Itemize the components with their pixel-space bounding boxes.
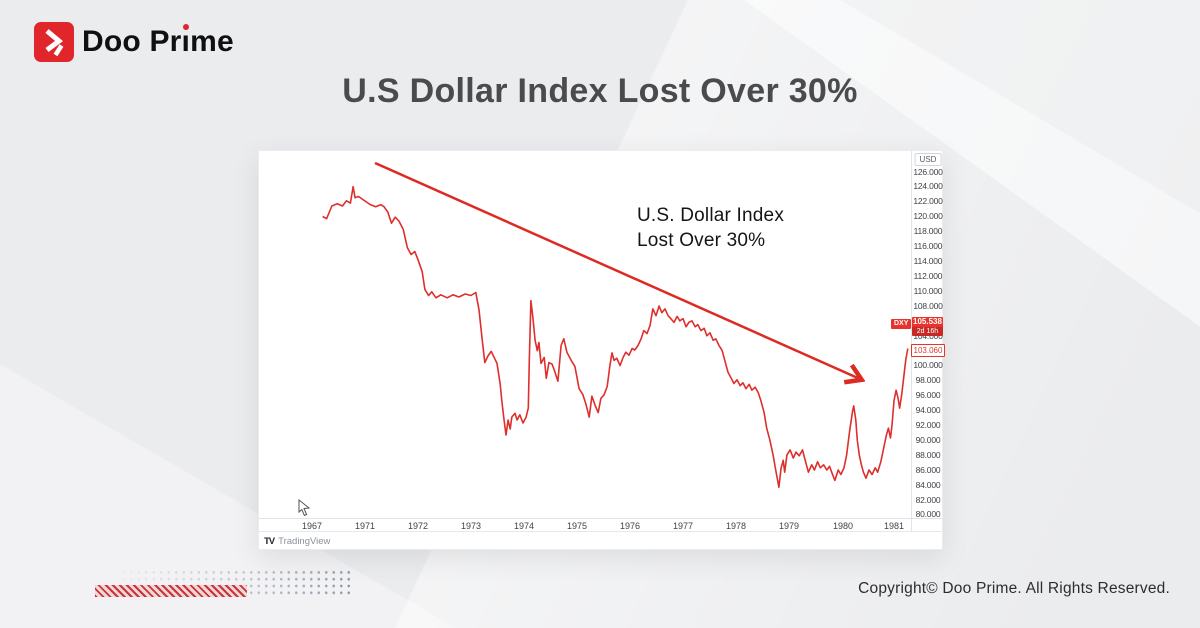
doo-prime-logo-text: Doo Prı me (82, 24, 234, 58)
price-tick: 86.000 (915, 464, 941, 475)
copyright-text: Copyright© Doo Prime. All Rights Reserve… (858, 580, 1170, 597)
time-tick: 1972 (407, 521, 429, 531)
chart-annotation: U.S. Dollar Index Lost Over 30% (637, 203, 784, 253)
annotation-line-2: Lost Over 30% (637, 230, 766, 251)
time-axis: 1967 1971 1972 1973 1974 1975 1976 1977 1978 1979… (259, 518, 944, 532)
price-tick: 90.000 (915, 434, 941, 445)
price-tick: 82.000 (915, 494, 941, 505)
trend-arrow (374, 161, 860, 379)
price-tick: 124.000 (913, 181, 943, 192)
tradingview-label: TradingView (278, 536, 331, 547)
logo-i-dot (182, 24, 189, 30)
tradingview-logo: TV TradingView (264, 536, 330, 547)
price-tick: 120.000 (913, 211, 943, 222)
time-tick: 1978 (725, 521, 746, 531)
secondary-price-label: 103.060 (911, 344, 945, 358)
time-tick: 1975 (567, 521, 588, 531)
symbol-badge: DXY (891, 318, 912, 329)
last-price-badge: 105.538 2d 16h (912, 317, 943, 337)
time-tick: 1981 (884, 521, 905, 531)
price-tick: 94.000 (915, 405, 941, 416)
price-tick: 118.000 (913, 226, 943, 237)
doo-prime-logo-icon (34, 22, 74, 62)
currency-label: USD (914, 153, 942, 166)
time-tick: 1977 (672, 521, 693, 531)
price-tick: 108.000 (913, 300, 943, 311)
price-tick: 96.000 (915, 390, 941, 401)
price-tick: 110.000 (913, 285, 943, 296)
time-tick: 1976 (620, 521, 641, 531)
annotation-line-1: U.S. Dollar Index (637, 205, 785, 226)
price-tick: 80.000 (915, 509, 941, 520)
price-tick: 98.000 (915, 375, 941, 386)
tradingview-icon: TV (264, 536, 275, 547)
price-tick: 122.000 (913, 196, 943, 207)
price-tick: 84.000 (915, 479, 941, 490)
time-tick: 1980 (833, 521, 854, 531)
time-tick: 1971 (354, 521, 375, 531)
chart-card: U.S. Dollar Index Lost Over 30% USD 126.… (258, 150, 945, 550)
price-tick: 126.000 (913, 166, 943, 177)
price-axis: USD 126.000 124.000 122.000 120.000 118.000 1… (911, 151, 944, 532)
time-tick: 1973 (460, 521, 482, 531)
last-price-value: 105.538 (913, 317, 942, 327)
hatch-stripe-decoration (95, 585, 247, 597)
time-tick: 1974 (513, 521, 535, 531)
price-tick: 92.000 (915, 420, 941, 431)
price-tick: 114.000 (913, 255, 943, 266)
dxy-price-line (322, 185, 909, 489)
time-tick: 1979 (778, 521, 799, 531)
price-tick: 88.000 (915, 449, 941, 460)
page-title: U.S Dollar Index Lost Over 30% (342, 72, 858, 110)
doo-prime-logo: Doo Prı me (34, 22, 234, 62)
price-tick: 116.000 (913, 241, 943, 252)
time-tick: 1967 (301, 521, 322, 531)
price-tick: 100.000 (913, 360, 943, 371)
price-tick: 112.000 (913, 270, 943, 281)
cursor-icon (298, 499, 311, 517)
price-chart (322, 161, 909, 489)
bar-countdown: 2d 16h (912, 327, 943, 337)
